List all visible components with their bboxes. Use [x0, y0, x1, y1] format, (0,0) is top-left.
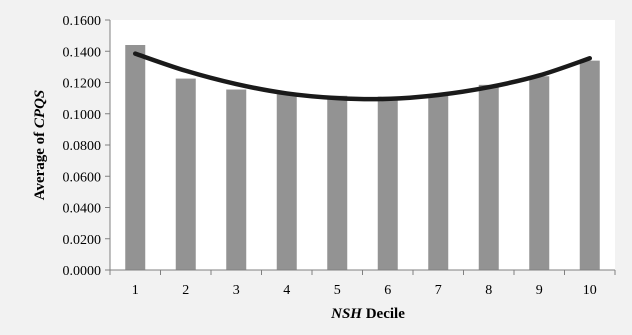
y-tick-label: 0.1200 [63, 77, 102, 92]
bar-decile-9 [529, 76, 550, 270]
x-tick-label: 2 [182, 283, 189, 298]
bar-decile-4 [276, 94, 297, 270]
trendline [133, 51, 592, 102]
bar-decile-7 [428, 95, 449, 270]
y-tick-label: 0.0800 [63, 139, 102, 154]
bar-decile-3 [226, 89, 247, 270]
x-tick-label: 9 [536, 283, 543, 298]
bar-decile-8 [478, 84, 499, 270]
y-tick-label: 0.0000 [63, 264, 102, 279]
y-tick-label: 0.1000 [63, 108, 102, 123]
y-tick-label: 0.0200 [63, 233, 102, 248]
x-tick-label: 8 [485, 283, 492, 298]
x-tick-label: 7 [435, 283, 442, 298]
bar-decile-6 [377, 96, 398, 270]
x-tick-label: 3 [233, 283, 240, 298]
y-tick-label: 0.0400 [63, 202, 102, 217]
y-tick-group: 0.0000 0.0200 0.0400 0.0600 0.0800 0.1000 0.12… [63, 14, 110, 279]
x-tick-label: 10 [583, 283, 597, 298]
x-axis-title: NSH Decile [330, 306, 405, 322]
y-axis-title: Average of CPQS [32, 90, 48, 201]
x-tick-label: 4 [283, 283, 290, 298]
y-tick-label: 0.0600 [63, 170, 102, 185]
x-tick-label: 1 [132, 283, 139, 298]
x-tick-label: 6 [384, 283, 391, 298]
bar-group [125, 45, 600, 271]
bar-decile-2 [175, 78, 196, 270]
bar-decile-5 [327, 95, 348, 270]
x-tick-label: 5 [334, 283, 341, 298]
x-tick-group: 1 2 3 4 5 6 7 8 9 10 [109, 270, 616, 298]
y-tick-label: 0.1600 [63, 14, 102, 29]
y-tick-label: 0.1400 [63, 45, 102, 60]
bar-decile-10 [579, 60, 600, 271]
bar-decile-1 [125, 45, 146, 270]
